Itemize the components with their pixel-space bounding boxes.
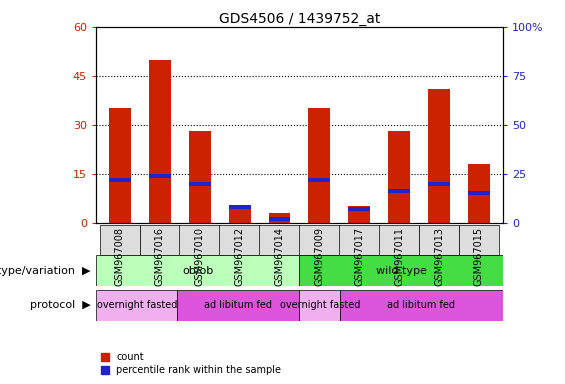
Bar	[348, 207, 370, 223]
Bar	[340, 290, 503, 321]
Text: ad libitum fed: ad libitum fed	[205, 300, 272, 310]
Text: GSM967015: GSM967015	[474, 227, 484, 286]
Bar	[109, 109, 131, 223]
Text: GSM967016: GSM967016	[155, 227, 165, 286]
Text: wild type: wild type	[376, 266, 427, 276]
Bar	[348, 207, 370, 211]
Text: overnight fasted: overnight fasted	[97, 300, 177, 310]
Text: GSM967012: GSM967012	[234, 227, 245, 286]
Bar	[468, 164, 490, 223]
Bar	[388, 131, 410, 223]
Text: genotype/variation  ▶: genotype/variation ▶	[0, 266, 90, 276]
Bar	[177, 290, 299, 321]
Bar	[428, 89, 450, 223]
Bar	[308, 109, 331, 223]
Text: ob/ob: ob/ob	[182, 266, 214, 276]
Bar	[299, 255, 503, 286]
Text: protocol  ▶: protocol ▶	[29, 300, 90, 310]
Bar	[149, 174, 171, 178]
Legend: count, percentile rank within the sample: count, percentile rank within the sample	[101, 353, 281, 375]
Bar	[268, 213, 290, 223]
Bar	[189, 182, 211, 185]
Text: GSM967011: GSM967011	[394, 227, 404, 286]
Text: overnight fasted: overnight fasted	[280, 300, 360, 310]
Text: GSM967017: GSM967017	[354, 227, 364, 286]
Text: GSM967009: GSM967009	[314, 227, 324, 286]
Bar	[149, 60, 171, 223]
Bar	[388, 189, 410, 194]
Bar	[428, 182, 450, 185]
Title: GDS4506 / 1439752_at: GDS4506 / 1439752_at	[219, 12, 380, 26]
Text: GSM967013: GSM967013	[434, 227, 444, 286]
Bar	[229, 205, 251, 209]
Bar	[308, 178, 331, 182]
Bar	[189, 131, 211, 223]
Bar	[268, 217, 290, 221]
Text: GSM967014: GSM967014	[275, 227, 285, 286]
Text: ad libitum fed: ad libitum fed	[388, 300, 455, 310]
Bar	[109, 178, 131, 182]
Text: GSM967010: GSM967010	[195, 227, 205, 286]
Bar	[299, 290, 340, 321]
Bar	[229, 207, 251, 223]
Bar	[96, 290, 177, 321]
Bar	[468, 191, 490, 195]
Text: GSM967008: GSM967008	[115, 227, 125, 286]
Bar	[96, 255, 299, 286]
